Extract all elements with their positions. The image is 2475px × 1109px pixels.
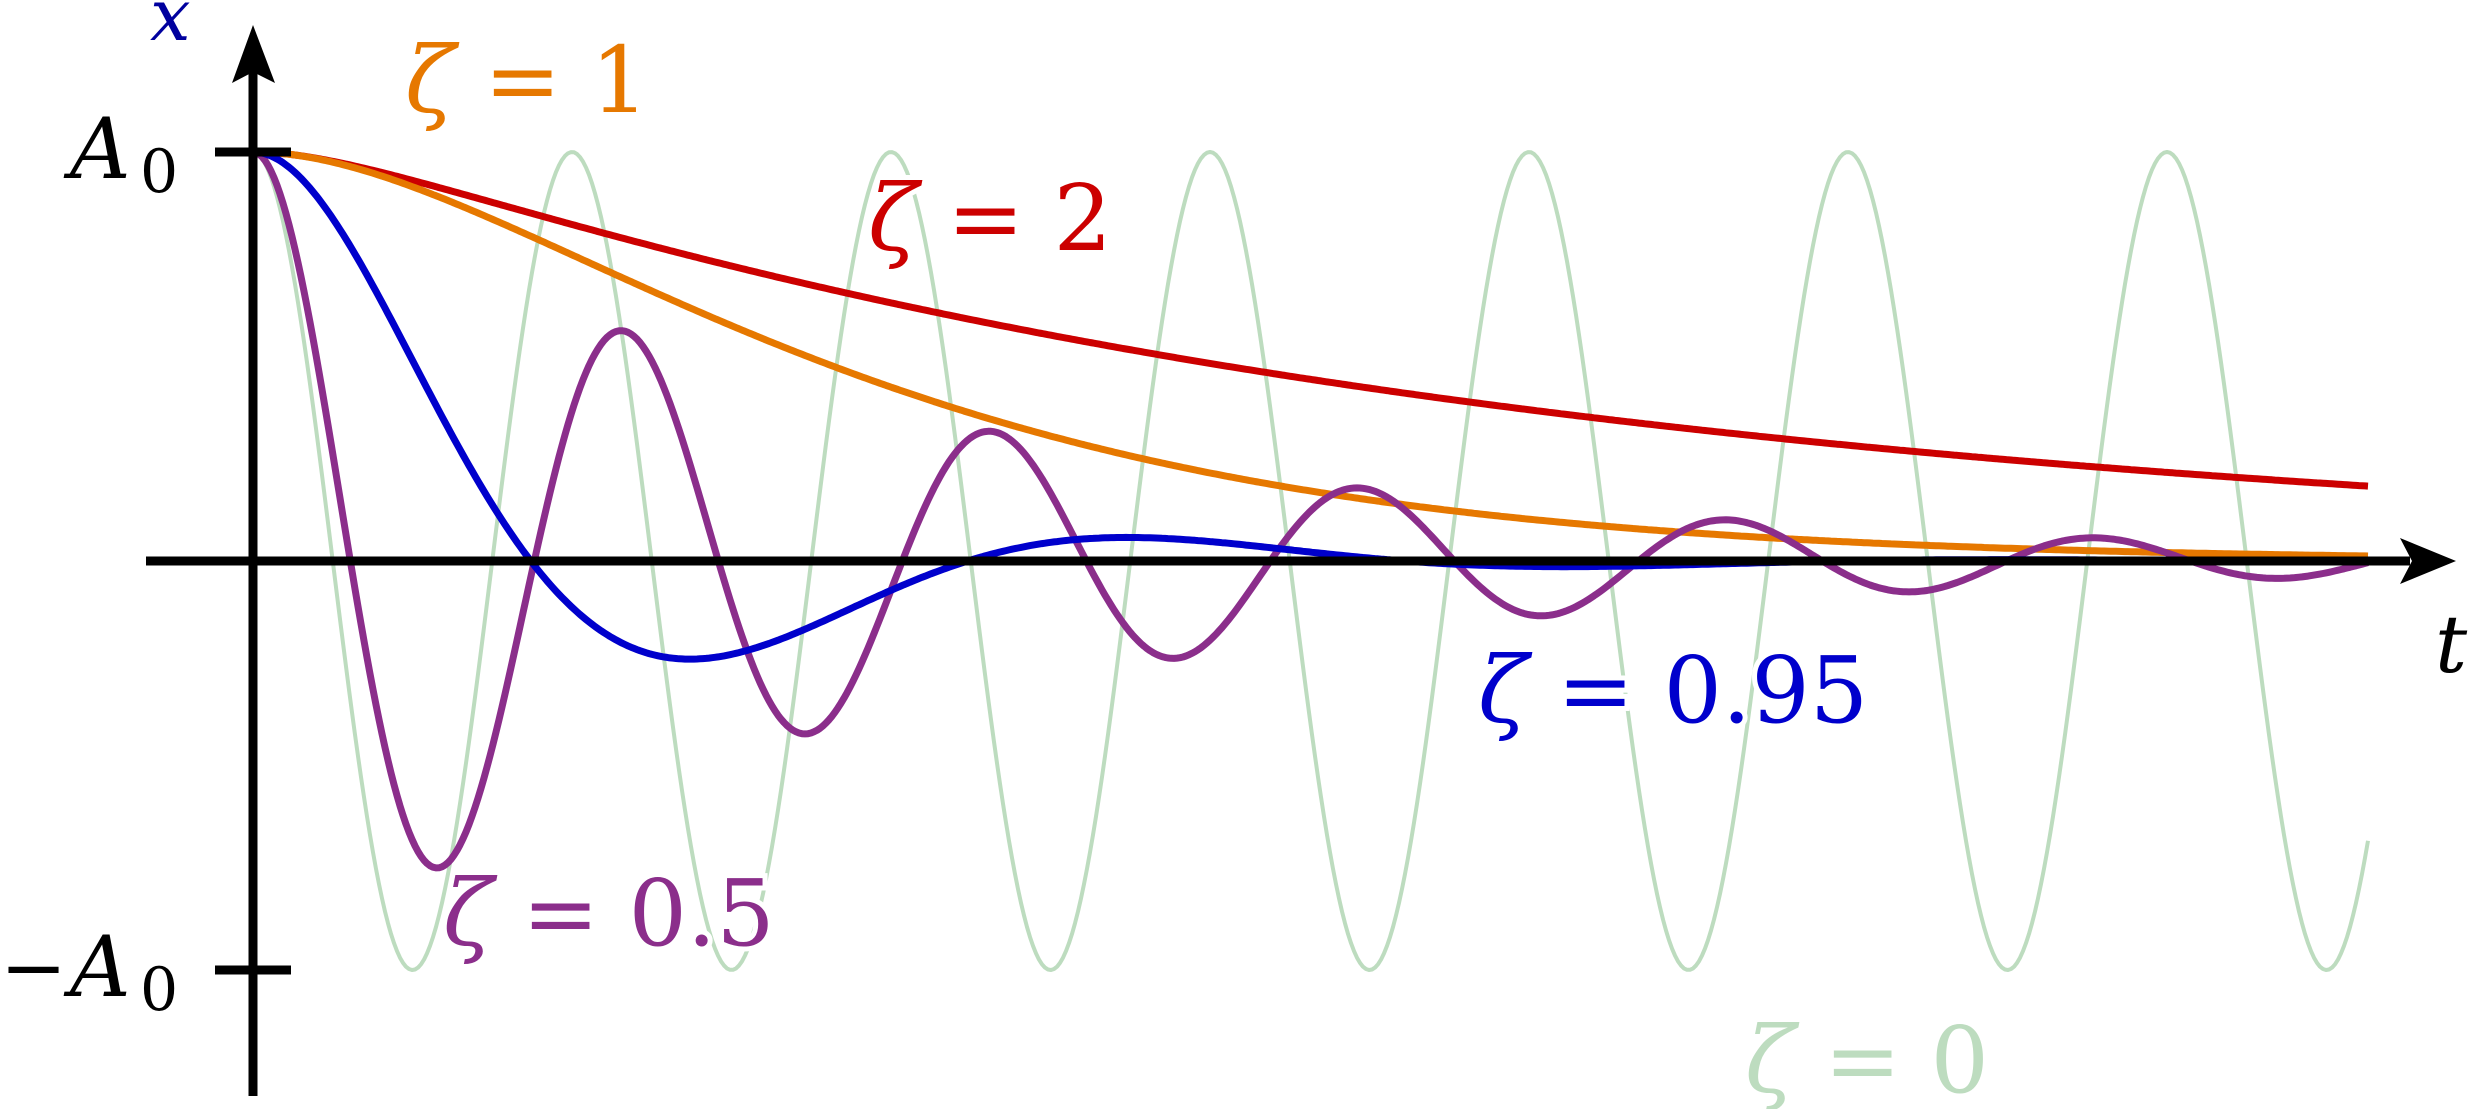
x-axis-arrow-icon: [2400, 538, 2456, 584]
label-zeta-1: ζ = 1: [405, 27, 649, 134]
curve-zeta-0_5: [252, 148, 2369, 872]
label-value: = 2: [918, 165, 1112, 272]
label-value: = 0.95: [1528, 637, 1868, 744]
y-axis-label: x: [150, 0, 191, 57]
ytick-label-neg-A0: − A 0: [0, 918, 178, 1025]
ytick-label-A0: A 0: [63, 100, 178, 207]
ytick-A0-sub: 0: [140, 137, 178, 207]
ytick-neg-A0-prefix: −: [0, 921, 67, 1014]
x-axis-label: t: [2435, 598, 2468, 691]
label-zeta-0_95: ζ = 0.95: [1478, 637, 1868, 744]
ytick-neg-A0-sub: 0: [140, 955, 178, 1025]
ytick-A0-main: A: [63, 100, 131, 198]
label-value: = 0.5: [493, 860, 775, 967]
zeta-symbol: ζ: [405, 27, 460, 134]
label-zeta-2: ζ = 2: [868, 165, 1112, 272]
label-zeta-0: ζ = 0: [1745, 1007, 1989, 1109]
label-value: = 0: [1795, 1007, 1989, 1109]
zeta-symbol: ζ: [1745, 1007, 1800, 1109]
y-axis-arrow-icon: [232, 25, 275, 83]
label-value: = 1: [455, 27, 649, 134]
curve-zeta-1: [252, 148, 2369, 560]
series-label-layer: ζ = 0ζ = 2ζ = 1ζ = 0.5ζ = 0.95: [400, 22, 1994, 1109]
zeta-symbol: ζ: [868, 165, 923, 272]
ytick-neg-A0-main: A: [63, 918, 131, 1016]
curve-zeta-0: [252, 150, 2370, 972]
zeta-symbol: ζ: [443, 860, 498, 967]
label-zeta-0_5: ζ = 0.5: [443, 860, 775, 967]
zeta-symbol: ζ: [1478, 637, 1533, 744]
axes: [146, 25, 2456, 1096]
curve-zeta-2: [252, 148, 2369, 490]
